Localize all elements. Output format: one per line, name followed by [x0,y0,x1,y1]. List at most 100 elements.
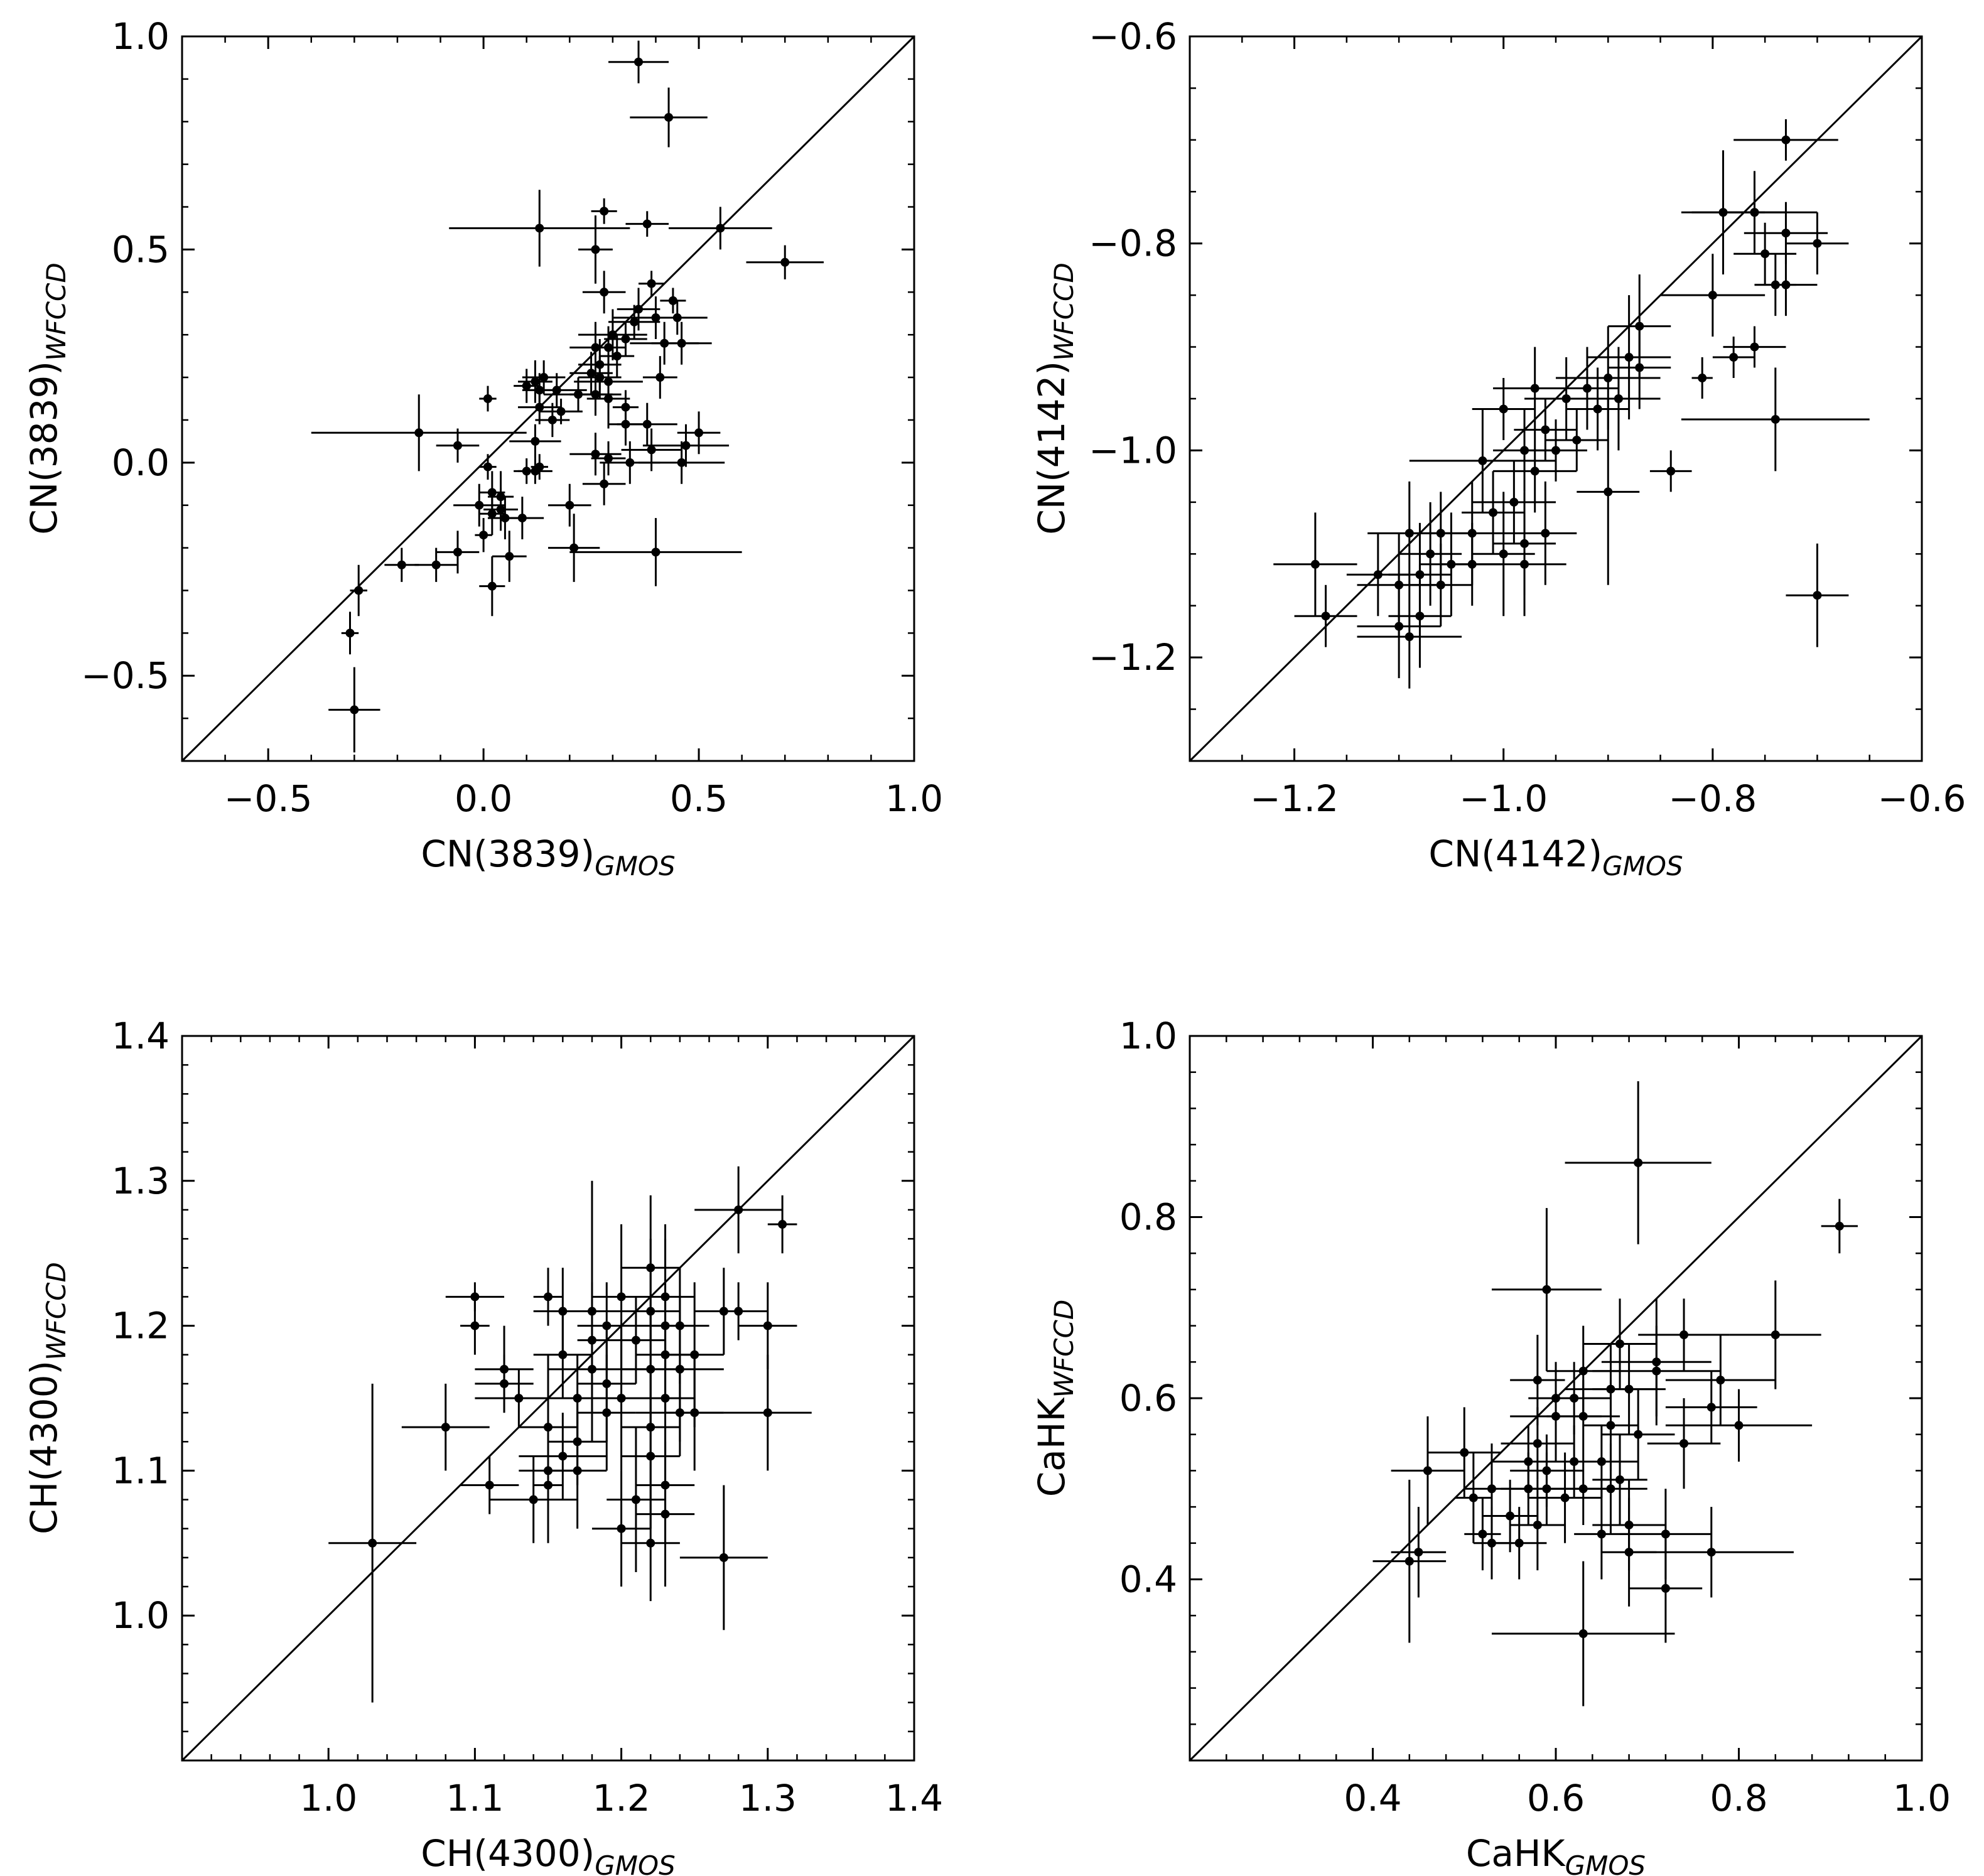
y-tick-label: −0.6 [1089,15,1177,58]
data-point [453,547,462,557]
data-point [569,543,579,553]
data-point [600,479,609,488]
data-point [1499,549,1508,559]
x-tick-label: −0.8 [1668,777,1757,820]
data-point [431,560,441,569]
data-point [1423,1466,1432,1475]
data-point [544,1480,553,1490]
data-point [1478,456,1487,465]
x-tick-label: 0.8 [1710,1777,1767,1819]
data-point [1520,559,1529,569]
data-point [608,330,617,340]
data-point [1460,1448,1469,1457]
data-point [668,296,677,305]
y-tick-label: 1.0 [112,1594,170,1637]
x-tick-label: 1.0 [299,1777,357,1819]
data-point [441,1423,450,1432]
data-point [522,381,531,391]
data-point [1373,570,1383,580]
panel-ch4300: 1.0 1.1 1.2 1.3 1.41.01.11.21.31.4CH(4300)GM… [23,1015,943,1876]
data-point [591,450,600,459]
data-point [483,394,492,403]
data-point [646,1538,655,1548]
y-axis-label: CN(4142)WFCCD [1030,262,1079,534]
data-point [660,1480,670,1490]
x-axis-label: CH(4300)GMOS [421,1832,676,1876]
x-axis-label-subscript: GMOS [1602,851,1683,881]
data-point [602,1408,612,1418]
data-point [642,219,652,229]
data-point [1606,1484,1615,1494]
data-point [535,462,544,472]
data-point [719,1307,728,1316]
y-tick-label: −0.8 [1089,222,1177,265]
data-point [1781,135,1791,144]
x-tick-label: −0.5 [224,777,313,820]
data-point [487,509,497,519]
x-axis-label-subscript: GMOS [595,851,676,881]
x-axis-label-main: CH(4300) [421,1832,595,1875]
data-point [1469,1493,1478,1502]
data-point [1541,529,1550,538]
data-point [1781,280,1791,289]
data-point [531,436,540,446]
panel-cn4142: −1.2 −1.0 −0.8 −0.6 −1.2 −1.0 −0.8 −0.6 CN(4142)… [1030,15,1966,881]
data-point [354,586,364,595]
data-point [600,207,609,216]
x-axis-label-main: CaHK [1466,1832,1566,1875]
y-axis-label: CaHKWFCCD [1030,1300,1079,1497]
data-point [539,373,549,382]
data-point [1615,1339,1625,1349]
y-axis-label-main: CN(3839) [23,361,65,535]
data-point [642,419,652,429]
data-point [500,1379,509,1388]
data-point [475,500,484,510]
data-point [780,257,790,267]
data-point [587,1307,596,1316]
x-tick-label: −1.0 [1459,777,1548,820]
data-point [483,462,492,472]
y-tick-label: 1.0 [1119,1015,1177,1057]
y-tick-label: −1.2 [1089,636,1177,679]
data-point [630,317,639,326]
data-point [617,1292,626,1302]
data-point [1593,404,1602,414]
data-point [664,112,674,122]
y-axis-label-main: CaHK [1030,1397,1073,1497]
data-point [1570,1394,1579,1403]
y-tick-label: 1.4 [112,1015,170,1057]
data-point [1514,1538,1524,1548]
data-point [1679,1439,1689,1448]
data-point [1436,580,1445,590]
data-point [1541,425,1550,434]
data-point [1578,1366,1588,1376]
data-point [565,500,574,510]
y-tick-label: 1.1 [112,1449,170,1492]
data-point [1582,384,1592,393]
x-tick-label: −1.2 [1250,777,1339,820]
y-axis-label: CH(4300)WFCCD [23,1262,72,1534]
data-point [1624,353,1634,362]
x-tick-label: 1.4 [885,1777,943,1819]
y-axis-label-subscript: WFCCD [1049,1300,1079,1398]
data-point [690,1408,699,1418]
data-point [1578,1629,1588,1639]
x-tick-label: 1.1 [446,1777,504,1819]
data-point [763,1408,772,1418]
x-tick-label: 0.0 [455,777,512,820]
y-axis-label-subscript: WFCCD [1049,262,1079,361]
y-tick-label: 0.4 [1119,1558,1177,1601]
data-point [1604,374,1613,383]
data-point [1835,1221,1844,1231]
data-point [514,1394,524,1403]
data-point [1666,466,1676,476]
data-point [651,547,660,557]
data-point [604,343,613,352]
y-tick-label: 1.0 [112,15,170,58]
data-point [694,428,704,438]
data-point [1404,1556,1414,1566]
x-axis-label-main: CN(4142) [1428,833,1602,875]
x-tick-label: 1.2 [592,1777,650,1819]
data-point [1520,446,1529,455]
